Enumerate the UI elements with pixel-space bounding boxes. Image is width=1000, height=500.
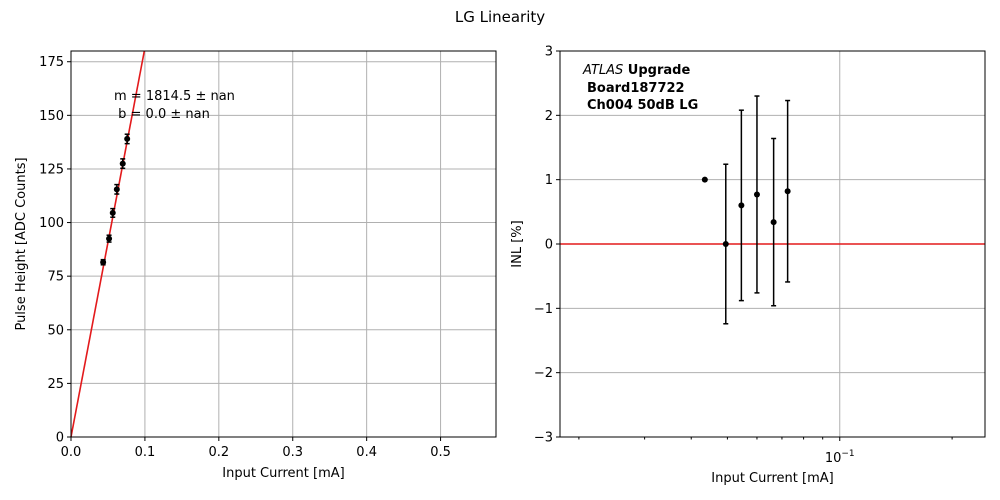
left-x-tick-label: 0.2	[208, 445, 229, 460]
left-y-tick-label: 75	[47, 270, 64, 285]
right-data-point	[770, 219, 777, 226]
left-x-tick-label: 0.1	[135, 445, 156, 460]
left-data-point	[119, 160, 126, 167]
left-y-tick-label: 125	[39, 162, 64, 177]
right-y-tick-label: 0	[545, 238, 553, 253]
left-y-tick-label: 100	[39, 216, 64, 231]
right-data-point	[784, 188, 791, 195]
atlas-upgrade-label: ATLAS Upgrade	[582, 63, 690, 78]
left-x-tick-label: 0.3	[282, 445, 303, 460]
left-data-point	[124, 135, 131, 142]
right-x-axis-label: Input Current [mA]	[711, 471, 833, 486]
board-label: Board187722	[587, 81, 685, 96]
right-data-point	[753, 191, 760, 198]
left-axes-frame	[70, 50, 497, 438]
figure-title: LG Linearity	[455, 8, 545, 26]
atlas-label: ATLAS	[582, 63, 623, 78]
left-data-point	[109, 209, 116, 216]
fit-intercept-annotation: b = 0.0 ± nan	[114, 107, 210, 122]
left-data-points	[100, 133, 131, 266]
left-y-tick-label: 50	[47, 323, 64, 338]
right-data-point	[722, 241, 729, 247]
left-data-point	[106, 235, 113, 242]
tick-exponent: −1	[841, 449, 854, 459]
left-y-tick-label: 150	[39, 109, 64, 124]
right-y-axis-label: INL [%]	[510, 220, 525, 267]
right-y-tick-label: 2	[545, 109, 553, 124]
right-y-tick-label: −2	[534, 366, 553, 381]
right-data-point	[738, 202, 745, 209]
left-panel: 0.0 0.1 0.2 0.3 0.4 0.5 0 25 50 75 100 125 150 175 In…	[14, 50, 497, 481]
left-y-axis-label: Pulse Height [ADC Counts]	[14, 157, 29, 330]
right-data-points	[701, 95, 791, 325]
left-y-tick-label: 25	[47, 377, 64, 392]
right-y-tick-label: −1	[534, 302, 553, 317]
right-x-tick-label: 10−1	[825, 449, 855, 466]
left-grid	[70, 51, 496, 438]
upgrade-label: Upgrade	[623, 63, 690, 78]
left-data-point	[100, 259, 107, 266]
left-x-tick-label: 0.0	[61, 445, 82, 460]
left-y-tick-label: 0	[56, 431, 64, 446]
right-data-point	[701, 176, 708, 183]
fit-slope-annotation: m = 1814.5 ± nan	[114, 89, 235, 104]
left-x-tick-label: 0.5	[430, 445, 451, 460]
left-y-tick-label: 175	[39, 55, 64, 70]
channel-label: Ch004 50dB LG	[587, 98, 698, 113]
left-fit-line	[70, 50, 146, 438]
fit-line	[70, 50, 146, 438]
left-data-point	[113, 186, 120, 193]
left-ticks: 0.0 0.1 0.2 0.3 0.4 0.5 0 25 50 75 100 125 150 175	[39, 55, 451, 460]
right-y-tick-label: 3	[545, 45, 553, 60]
right-y-tick-label: 1	[545, 173, 553, 188]
right-y-tick-label: −3	[534, 431, 553, 446]
left-x-axis-label: Input Current [mA]	[222, 466, 344, 481]
tick-base: 10	[825, 451, 842, 466]
left-x-tick-label: 0.4	[356, 445, 377, 460]
